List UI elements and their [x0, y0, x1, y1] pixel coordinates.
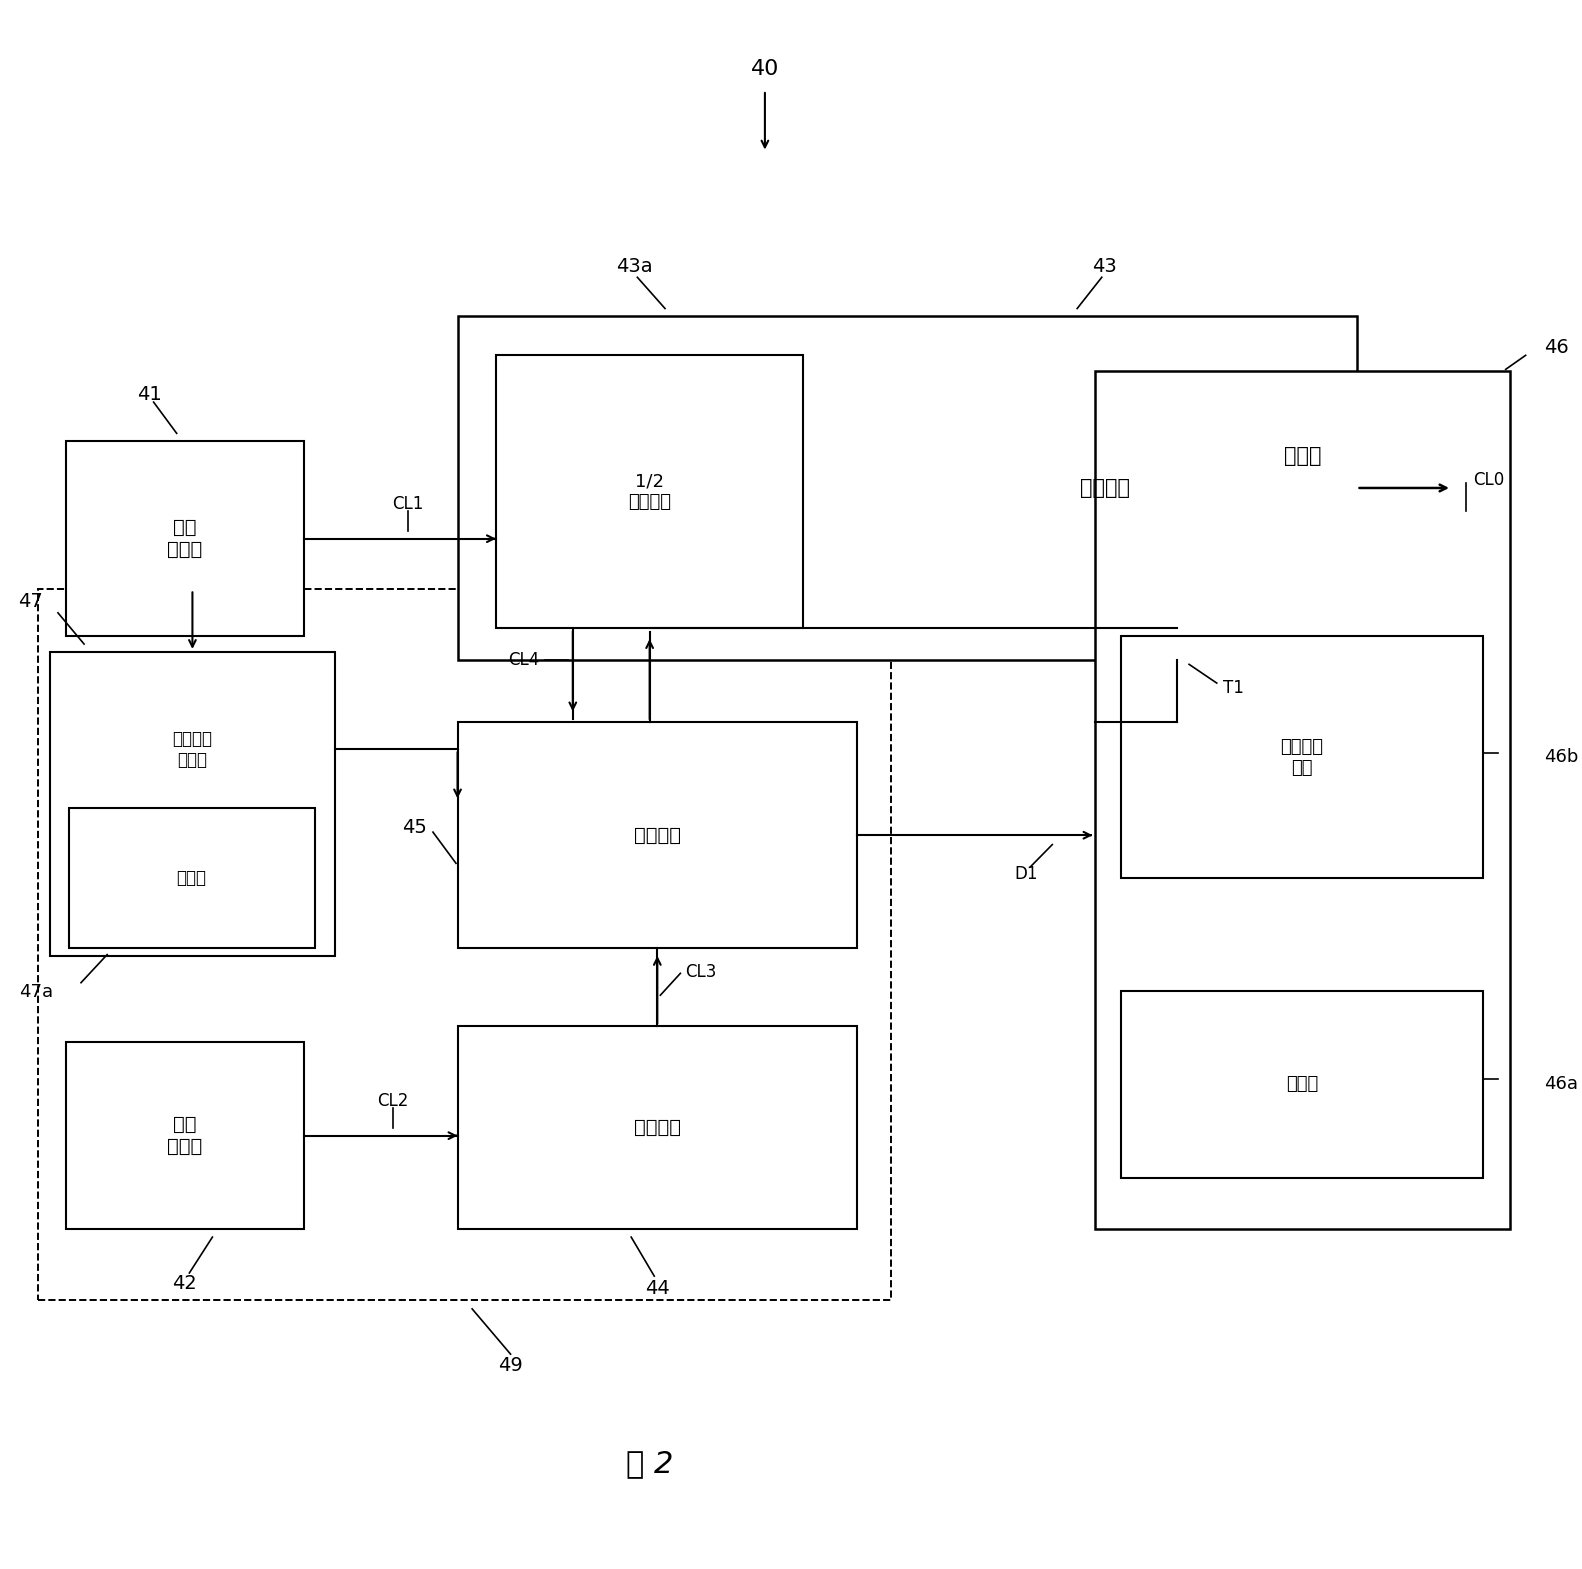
FancyBboxPatch shape	[65, 441, 304, 637]
Text: 46: 46	[1544, 337, 1569, 358]
FancyBboxPatch shape	[51, 651, 334, 956]
FancyBboxPatch shape	[1122, 990, 1482, 1178]
FancyBboxPatch shape	[495, 355, 804, 629]
FancyBboxPatch shape	[457, 317, 1357, 659]
Text: 图 2: 图 2	[626, 1448, 674, 1478]
Text: 44: 44	[645, 1279, 669, 1298]
Text: 比较电路: 比较电路	[634, 825, 680, 844]
Text: 间歇时间
管理部: 间歇时间 管理部	[172, 730, 212, 769]
Text: 49: 49	[498, 1356, 524, 1374]
FancyBboxPatch shape	[457, 1026, 857, 1229]
Text: 46b: 46b	[1544, 748, 1579, 766]
Text: 46a: 46a	[1544, 1075, 1579, 1094]
Text: T1: T1	[1223, 679, 1243, 697]
Text: 40: 40	[751, 60, 778, 78]
Text: 分频电路: 分频电路	[634, 1119, 680, 1138]
FancyBboxPatch shape	[1095, 370, 1511, 1229]
Text: 晶体
振荚器: 晶体 振荚器	[168, 518, 202, 559]
Text: CL2: CL2	[377, 1092, 408, 1111]
Text: CL4: CL4	[508, 651, 539, 668]
FancyBboxPatch shape	[68, 808, 315, 948]
Text: CL0: CL0	[1473, 471, 1504, 490]
Text: CL1: CL1	[392, 496, 424, 513]
Text: 原子
振荚器: 原子 振荚器	[168, 1116, 202, 1156]
FancyBboxPatch shape	[457, 722, 857, 948]
Text: CL3: CL3	[685, 963, 717, 981]
Text: 存储器: 存储器	[1286, 1075, 1318, 1094]
Text: 校正部: 校正部	[1285, 446, 1321, 466]
Text: 41: 41	[136, 384, 161, 403]
Text: 47a: 47a	[19, 984, 54, 1001]
Text: 43: 43	[1093, 257, 1117, 276]
Text: 45: 45	[402, 817, 427, 836]
Text: 1/2
分频电路: 1/2 分频电路	[628, 472, 671, 511]
Text: 分频电路: 分频电路	[1081, 479, 1130, 497]
FancyBboxPatch shape	[1122, 637, 1482, 879]
Text: 42: 42	[172, 1274, 198, 1293]
FancyBboxPatch shape	[38, 590, 891, 1299]
Text: 逻辑调整
电路: 逻辑调整 电路	[1280, 737, 1324, 777]
Text: 计数器: 计数器	[177, 869, 207, 886]
Text: D1: D1	[1014, 865, 1038, 883]
Text: 47: 47	[17, 593, 43, 612]
FancyBboxPatch shape	[65, 1042, 304, 1229]
Text: 43a: 43a	[615, 257, 653, 276]
